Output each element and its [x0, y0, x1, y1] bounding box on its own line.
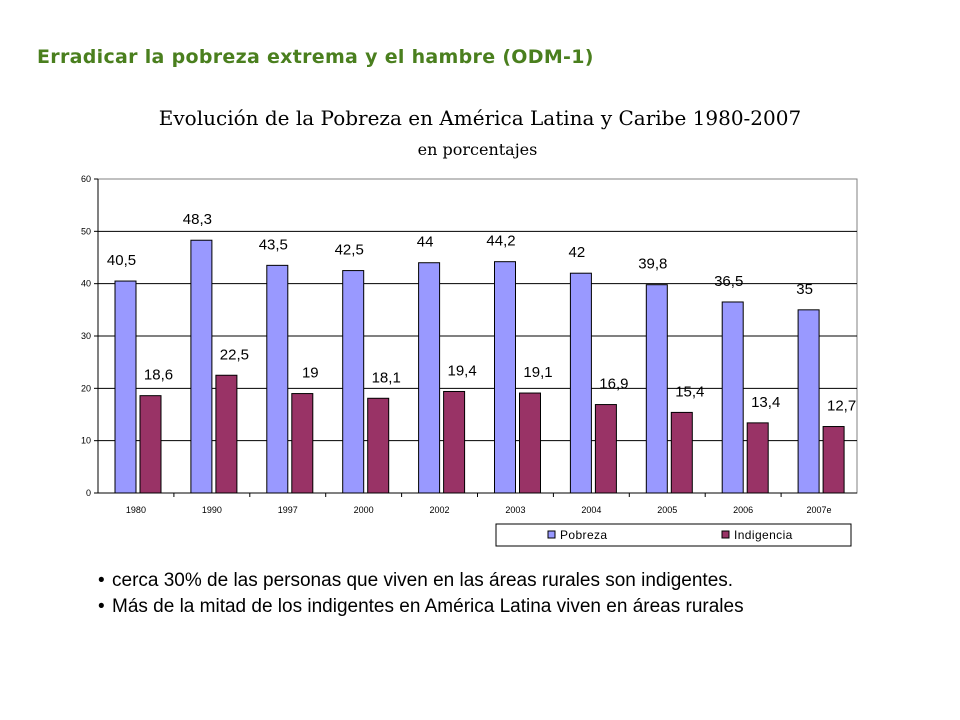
bullet-list: • cerca 30% de las personas que viven en …: [98, 570, 744, 622]
x-tick-label: 2000: [354, 505, 374, 515]
data-label: 39,8: [638, 256, 667, 273]
data-label: 18,6: [144, 367, 173, 384]
data-label: 35: [796, 281, 813, 298]
pobreza-bar: [569, 272, 592, 494]
data-label: 42,5: [335, 242, 364, 259]
data-label: 19: [302, 365, 319, 382]
indigencia-bar: [139, 395, 162, 494]
pobreza-bar: [797, 309, 820, 494]
indigencia-bar: [519, 392, 541, 494]
x-tick-label: 2006: [733, 505, 753, 515]
pobreza-bar: [190, 239, 213, 494]
data-label: 19,4: [447, 362, 476, 379]
y-tick-label: 20: [81, 383, 91, 393]
bullet-item: • cerca 30% de las personas que viven en …: [98, 570, 744, 592]
data-label: 18,1: [372, 369, 401, 386]
bar-chart: 0 10 20 30 40 50 60 1980 40,5 18,6 1990 48,3 22,5 199…: [81, 174, 858, 547]
data-label: 12,7: [827, 398, 856, 415]
legend-label: Indigencia: [734, 528, 793, 542]
data-label: 36,5: [714, 273, 743, 290]
pobreza-bar: [114, 280, 137, 494]
data-label: 16,9: [599, 376, 628, 393]
data-label: 15,4: [675, 383, 704, 400]
data-label: 19,1: [523, 364, 552, 381]
data-label: 44: [417, 234, 434, 251]
chart-subtitle: en porcentajes: [417, 140, 538, 159]
indigencia-bar: [594, 404, 617, 494]
indigencia-bar: [367, 397, 390, 494]
indigencia-bar: [291, 393, 314, 494]
data-label: 42: [569, 244, 586, 261]
bullet-symbol: •: [98, 596, 105, 617]
y-tick-label: 0: [86, 488, 91, 498]
pobreza-bar: [494, 261, 516, 494]
x-tick-label: 2003: [505, 505, 525, 515]
pobreza-bar: [418, 262, 441, 494]
y-tick-label: 50: [81, 226, 91, 236]
pobreza-bar: [645, 284, 668, 494]
indigencia-bar: [670, 411, 693, 494]
data-label: 44,2: [486, 233, 515, 250]
y-tick-label: 60: [81, 174, 91, 184]
x-tick-label: 1997: [278, 505, 298, 515]
indigencia-bar: [443, 390, 466, 494]
indigencia-bar: [746, 422, 769, 494]
x-tick-label: 1990: [202, 505, 222, 515]
data-label: 22,5: [220, 346, 249, 363]
legend-swatch: [721, 530, 730, 539]
slide-heading: Erradicar la pobreza extrema y el hambre…: [37, 46, 594, 68]
y-tick-label: 30: [81, 331, 91, 341]
chart-title: Evolución de la Pobreza en América Latin…: [158, 106, 802, 130]
indigencia-bar: [215, 374, 238, 494]
bullet-text: Más de la mitad de los indigentes en Amé…: [112, 596, 744, 617]
x-tick-label: 2005: [657, 505, 677, 515]
bullet-item: • Más de la mitad de los indigentes en Am…: [98, 596, 744, 618]
data-label: 13,4: [751, 394, 780, 411]
bullet-symbol: •: [98, 570, 105, 591]
data-label: 48,3: [183, 211, 212, 228]
y-tick-label: 10: [81, 436, 91, 446]
data-label: 43,5: [259, 236, 288, 253]
x-tick-label: 1980: [126, 505, 146, 515]
legend-box: [495, 523, 852, 547]
pobreza-bar: [266, 264, 289, 494]
bullet-text: cerca 30% de las personas que viven en l…: [112, 570, 734, 591]
x-tick-label: 2007e: [807, 505, 832, 515]
pobreza-bar: [721, 301, 744, 494]
indigencia-bar: [822, 426, 845, 494]
legend-label: Pobreza: [560, 528, 608, 542]
legend-swatch: [547, 530, 556, 539]
data-label: 40,5: [107, 252, 136, 269]
x-tick-label: 2004: [581, 505, 601, 515]
pobreza-bar: [342, 270, 365, 494]
y-tick-label: 40: [81, 279, 91, 289]
x-tick-label: 2002: [430, 505, 450, 515]
